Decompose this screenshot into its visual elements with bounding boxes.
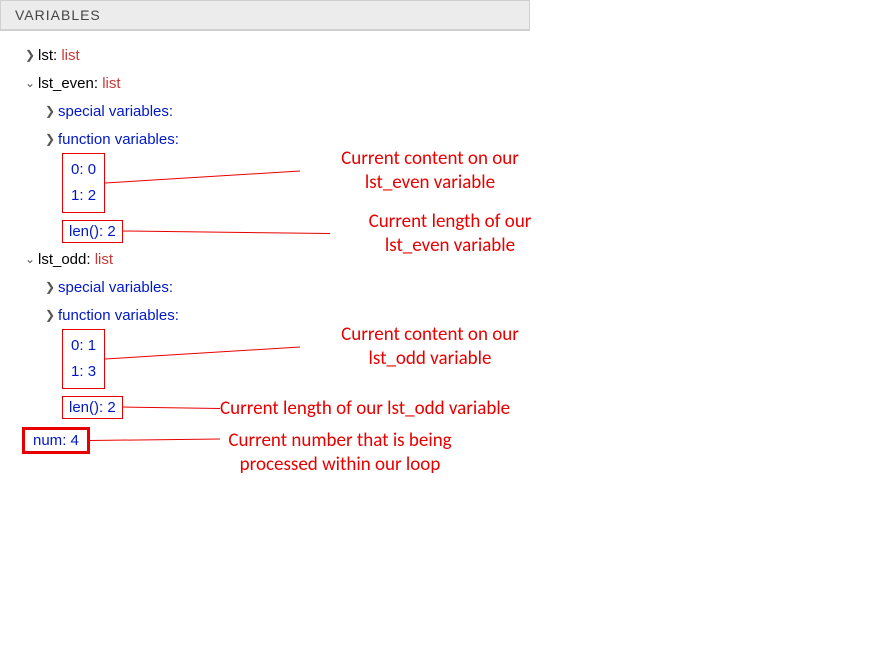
lst-odd-len-box: len(): 2 [62,396,123,419]
var-value: 4 [71,432,79,449]
list-item[interactable]: 0: 0 [71,157,96,183]
special-variables-row[interactable]: ❯ special variables: [8,97,530,125]
special-variables-label: special variables: [58,103,173,120]
lst-even-items-box: 0: 0 1: 2 [62,153,105,213]
var-type: list [95,251,113,268]
annotation-even-content: Current content on our lst_even variable [280,147,580,195]
len-label: len() [69,399,99,416]
annotation-line: processed within our loop [240,453,441,476]
annotation-line: lst_even variable [365,171,495,194]
lst-odd-items-box: 0: 1 1: 3 [62,329,105,389]
var-lst-even-row[interactable]: ⌄ lst_even: list [8,69,530,97]
variables-panel: VARIABLES [0,0,530,31]
var-name: lst [38,47,53,64]
list-item[interactable]: 1: 3 [71,359,96,385]
len-value: 2 [107,399,115,416]
special-variables-label: special variables: [58,279,173,296]
chevron-right-icon[interactable]: ❯ [22,48,38,62]
chevron-right-icon[interactable]: ❯ [42,280,58,294]
var-name: lst_odd [38,251,86,268]
annotation-line: Current length of our lst_odd variable [220,397,510,420]
num-box: num: 4 [22,427,90,454]
function-variables-label: function variables: [58,131,179,148]
list-item[interactable]: 0: 1 [71,333,96,359]
annotation-line: Current content on our [341,323,519,346]
annotation-even-len: Current length of our lst_even variable [300,210,600,258]
annotation-num: Current number that is being processed w… [190,429,490,477]
var-name: lst_even [38,75,94,92]
annotation-line: Current content on our [341,147,519,170]
chevron-right-icon[interactable]: ❯ [42,132,58,146]
panel-header[interactable]: VARIABLES [1,1,529,30]
annotation-line: lst_odd variable [369,347,492,370]
chevron-down-icon[interactable]: ⌄ [22,76,38,90]
item-value: 2 [88,187,96,204]
chevron-down-icon[interactable]: ⌄ [22,252,38,266]
var-lst-row[interactable]: ❯ lst: list [8,41,530,69]
len-value: 2 [107,223,115,240]
var-type: list [61,47,79,64]
lst-even-len-box: len(): 2 [62,220,123,243]
item-value: 0 [88,161,96,178]
annotation-line: Current number that is being [228,429,451,452]
annotation-line: lst_even variable [385,234,515,257]
var-name: num [33,432,62,449]
annotation-line: Current length of our [369,210,532,233]
chevron-right-icon[interactable]: ❯ [42,104,58,118]
item-value: 1 [88,337,96,354]
item-value: 3 [88,363,96,380]
annotation-odd-content: Current content on our lst_odd variable [280,323,580,371]
len-label: len() [69,223,99,240]
special-variables-row[interactable]: ❯ special variables: [8,273,530,301]
function-variables-label: function variables: [58,307,179,324]
annotation-odd-len: Current length of our lst_odd variable [220,397,600,421]
list-item[interactable]: 1: 2 [71,183,96,209]
var-type: list [102,75,120,92]
chevron-right-icon[interactable]: ❯ [42,308,58,322]
panel-title: VARIABLES [15,7,101,23]
